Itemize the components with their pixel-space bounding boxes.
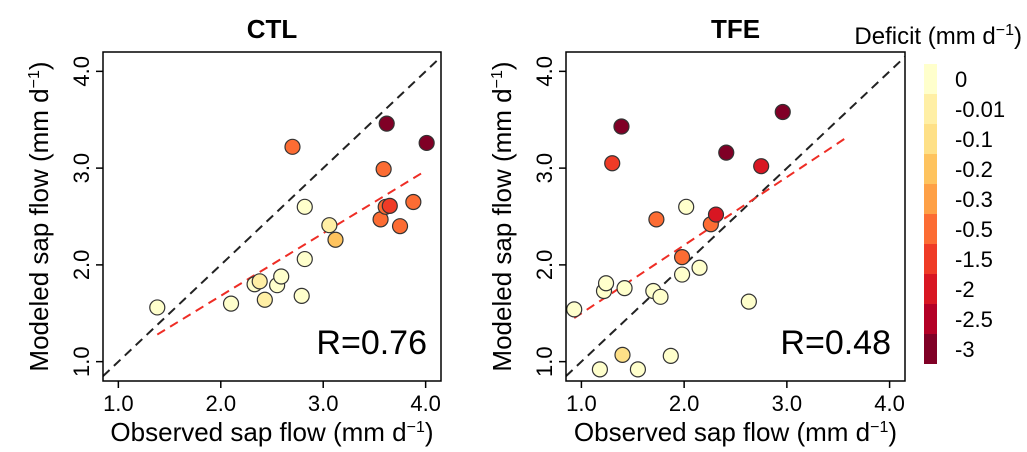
scatter-point xyxy=(648,211,665,228)
panel-title: CTL xyxy=(247,14,298,44)
x-tick-label: 1.0 xyxy=(566,391,597,416)
colorbar-label: -1.5 xyxy=(955,247,993,272)
scatter-point xyxy=(652,288,669,305)
colorbar: Deficit (mm d−1) 0 -0.01 -0.1 -0.2 -0.3 -0.5 -1… xyxy=(854,22,1022,364)
scatter-point xyxy=(375,160,392,178)
scatter-point xyxy=(614,346,631,363)
colorbar-swatch xyxy=(924,214,937,244)
y-tick-label: 1.0 xyxy=(532,346,557,377)
x-axis-label: Observed sap flow (mm d−1) xyxy=(110,417,433,447)
scatter-point xyxy=(673,266,691,283)
colorbar-label: -0.01 xyxy=(955,97,1005,122)
regression-line xyxy=(573,135,850,319)
one-to-one-line xyxy=(103,56,441,377)
y-axis-label: Modeled sap flow (mm d−1) xyxy=(24,61,54,371)
y-tick-label: 4.0 xyxy=(69,56,94,87)
colorbar-label: -0.2 xyxy=(955,157,993,182)
scatter-point xyxy=(662,347,679,364)
scatter-point xyxy=(273,268,290,285)
y-tick-label: 1.0 xyxy=(69,346,94,377)
scatter-point xyxy=(718,144,735,161)
correlation-annotation: R=0.76 xyxy=(316,324,427,362)
scatter-point xyxy=(381,197,398,214)
plot-frame xyxy=(102,51,442,382)
scatter-point xyxy=(296,198,313,215)
scatter-point xyxy=(321,217,338,234)
scatter-point xyxy=(296,250,313,268)
x-tick-label: 3.0 xyxy=(308,391,339,416)
scatter-point xyxy=(673,249,691,266)
colorbar-label: -2.5 xyxy=(955,307,993,332)
colorbar-swatch xyxy=(924,154,937,184)
scatter-point xyxy=(327,231,344,248)
x-tick-label: 4.0 xyxy=(874,391,905,416)
correlation-annotation: R=0.48 xyxy=(780,324,891,362)
colorbar-swatch xyxy=(924,64,937,94)
colorbar-label: -3 xyxy=(955,337,975,362)
colorbar-title: Deficit (mm d−1) xyxy=(854,22,1022,50)
scatter-point xyxy=(604,155,621,172)
scatter-point xyxy=(566,301,583,318)
colorbar-label: -0.3 xyxy=(955,187,993,212)
scatter-point xyxy=(591,361,609,378)
y-tick-label: 4.0 xyxy=(532,56,557,87)
colorbar-swatch xyxy=(924,274,937,304)
colorbar-swatch xyxy=(924,304,937,334)
colorbar-swatch xyxy=(924,124,937,154)
plot-area xyxy=(566,56,905,378)
y-tick-label: 2.0 xyxy=(532,250,557,281)
x-tick-label: 2.0 xyxy=(669,391,700,416)
x-axis-label: Observed sap flow (mm d−1) xyxy=(574,417,897,447)
scatter-point xyxy=(284,138,301,155)
scatter-point xyxy=(256,291,273,308)
plot-area xyxy=(103,56,441,377)
scatter-point xyxy=(418,134,435,152)
scatter-point xyxy=(691,259,708,276)
scatter-point xyxy=(405,193,422,211)
colorbar-label: -2 xyxy=(955,277,975,302)
scatter-point xyxy=(149,299,166,316)
colorbar-swatch xyxy=(924,94,937,124)
x-tick-label: 4.0 xyxy=(410,391,441,416)
scatter-point xyxy=(616,280,633,297)
colorbar-swatch xyxy=(924,244,937,274)
scatter-point xyxy=(629,361,647,378)
scatter-point xyxy=(597,275,615,292)
scatter-point xyxy=(222,295,240,312)
one-to-one-line xyxy=(566,56,905,377)
y-axis-label: Modeled sap flow (mm d−1) xyxy=(487,61,517,371)
y-tick-label: 3.0 xyxy=(69,153,94,184)
colorbar-label: 0 xyxy=(955,67,967,92)
x-tick-label: 2.0 xyxy=(205,391,236,416)
scatter-point xyxy=(740,293,757,310)
scatter-point xyxy=(378,115,395,132)
scatter-point xyxy=(391,218,409,235)
scatter-point xyxy=(774,103,791,121)
scatter-point xyxy=(251,273,268,290)
y-tick-label: 3.0 xyxy=(532,153,557,184)
colorbar-swatch xyxy=(924,334,937,364)
scatter-point xyxy=(293,287,310,304)
colorbar-label: -0.1 xyxy=(955,127,993,152)
scatter-point xyxy=(613,118,630,135)
scatter-point xyxy=(753,158,770,175)
y-tick-label: 2.0 xyxy=(69,250,94,281)
regression-line xyxy=(156,171,425,336)
colorbar-label: -0.5 xyxy=(955,217,993,242)
colorbar-swatch xyxy=(924,184,937,214)
panel-title: TFE xyxy=(711,14,760,44)
scatter-point xyxy=(678,198,695,215)
x-tick-label: 3.0 xyxy=(772,391,803,416)
scatter-point xyxy=(707,206,725,223)
x-tick-label: 1.0 xyxy=(103,391,134,416)
plot-frame xyxy=(565,51,906,382)
